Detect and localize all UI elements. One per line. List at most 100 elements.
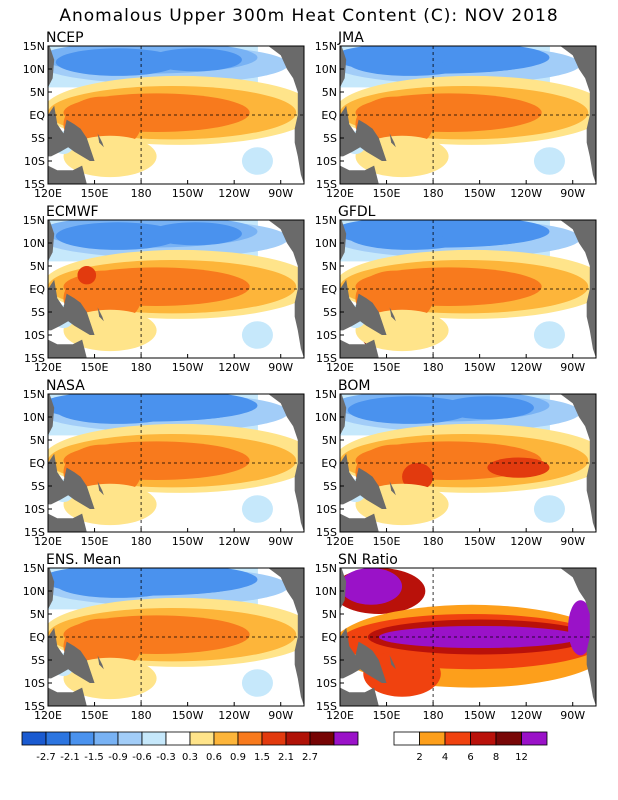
x-tick-label: 120E <box>34 709 62 722</box>
x-tick-label: 90W <box>560 709 585 722</box>
y-tick-label: 10S <box>316 155 337 168</box>
x-tick-label: 180 <box>423 187 444 200</box>
panel-title: GFDL <box>338 204 376 220</box>
y-tick-label: 10N <box>315 585 337 598</box>
y-tick-label: 10N <box>315 237 337 250</box>
x-tick-label: 180 <box>423 535 444 548</box>
x-tick-label: 90W <box>268 187 293 200</box>
x-tick-label: 120W <box>510 187 542 200</box>
x-tick-label: 120E <box>326 361 354 374</box>
y-tick-label: 15S <box>24 178 45 191</box>
x-tick-label: 150E <box>81 535 109 548</box>
y-tick-label: 5N <box>322 86 337 99</box>
colorbar-label: 0.3 <box>182 752 198 763</box>
y-tick-label: 5S <box>31 654 45 667</box>
x-tick-label: 150W <box>172 709 204 722</box>
x-tick-label: 180 <box>423 709 444 722</box>
panel-title: NCEP <box>46 30 84 46</box>
y-tick-label: 15S <box>24 700 45 713</box>
y-tick-label: 5S <box>323 654 337 667</box>
x-tick-label: 150E <box>373 361 401 374</box>
colorbar-label: -2.7 <box>36 752 56 763</box>
y-tick-label: 5S <box>31 480 45 493</box>
colorbar-swatch <box>261 731 287 746</box>
y-tick-label: 5N <box>322 434 337 447</box>
x-tick-label: 120E <box>34 361 62 374</box>
y-tick-label: 15N <box>23 214 45 227</box>
colorbar-label: -2.1 <box>60 752 80 763</box>
x-tick-label: 120W <box>218 187 250 200</box>
colorbar-label: 8 <box>493 752 499 763</box>
y-tick-label: EQ <box>29 457 45 470</box>
y-tick-label: 10S <box>24 155 45 168</box>
x-tick-label: 120W <box>510 535 542 548</box>
colorbar-swatch <box>45 731 71 746</box>
sn-ratio-colorbar: 2 4 6 8 12 <box>393 731 548 763</box>
y-tick-label: 10S <box>24 677 45 690</box>
y-tick-label: EQ <box>29 631 45 644</box>
y-tick-label: EQ <box>29 109 45 122</box>
y-tick-label: 5S <box>323 132 337 145</box>
y-tick-label: 5N <box>30 434 45 447</box>
colorbar-label: 1.5 <box>254 752 270 763</box>
x-tick-label: 120W <box>218 709 250 722</box>
colorbar-label: 2.1 <box>278 752 294 763</box>
y-tick-label: 15S <box>316 178 337 191</box>
colorbar-swatch <box>165 731 191 746</box>
x-tick-label: 120W <box>510 709 542 722</box>
colorbar-swatch <box>521 731 548 746</box>
x-tick-label: 90W <box>560 187 585 200</box>
y-tick-label: 15S <box>316 700 337 713</box>
x-tick-label: 90W <box>268 361 293 374</box>
page-title: Anomalous Upper 300m Heat Content (C): N… <box>59 6 559 26</box>
x-tick-label: 150E <box>373 535 401 548</box>
colorbar-swatch <box>93 731 119 746</box>
y-tick-label: 5N <box>322 260 337 273</box>
x-tick-label: 120W <box>218 361 250 374</box>
x-tick-label: 150E <box>81 187 109 200</box>
colorbar-swatch <box>495 731 522 746</box>
x-tick-label: 150E <box>373 187 401 200</box>
colorbar-label: -1.5 <box>84 752 104 763</box>
y-tick-label: 10S <box>316 503 337 516</box>
y-tick-label: 10S <box>24 329 45 342</box>
x-tick-label: 150E <box>373 709 401 722</box>
anomaly-colorbar: -2.7 -2.1 -1.5 -0.9 -0.6 -0.3 0.3 0.6 0.9 1.5 2.1 2… <box>21 731 359 763</box>
panel-title: SN Ratio <box>338 552 398 568</box>
panel-title: ENS. Mean <box>46 552 121 568</box>
y-tick-label: 10N <box>23 585 45 598</box>
colorbar-label: 4 <box>442 752 448 763</box>
y-tick-label: 15N <box>315 214 337 227</box>
colorbar-swatch <box>21 731 47 746</box>
y-tick-label: 10N <box>315 63 337 76</box>
x-tick-label: 90W <box>560 535 585 548</box>
colorbar-swatch <box>69 731 95 746</box>
x-tick-label: 90W <box>560 361 585 374</box>
panel-title: ECMWF <box>46 204 99 220</box>
colorbar-label: 2.7 <box>302 752 318 763</box>
y-tick-label: 15N <box>23 388 45 401</box>
y-tick-label: 15N <box>23 562 45 575</box>
y-tick-label: 15S <box>316 526 337 539</box>
x-tick-label: 150E <box>81 361 109 374</box>
y-tick-label: 5S <box>323 306 337 319</box>
panel-title: JMA <box>337 30 364 46</box>
colorbar-label: 12 <box>515 752 528 763</box>
x-tick-label: 150W <box>464 535 496 548</box>
x-tick-label: 120E <box>326 187 354 200</box>
colorbar-swatch <box>213 731 239 746</box>
x-tick-label: 120E <box>326 709 354 722</box>
x-tick-label: 180 <box>423 361 444 374</box>
colorbar-swatch <box>419 731 446 746</box>
y-tick-label: 15S <box>24 526 45 539</box>
y-tick-label: 5S <box>323 480 337 493</box>
colorbar-swatch <box>189 731 215 746</box>
colorbar-swatch <box>141 731 167 746</box>
y-tick-label: 15S <box>24 352 45 365</box>
colorbar-swatch <box>237 731 263 746</box>
